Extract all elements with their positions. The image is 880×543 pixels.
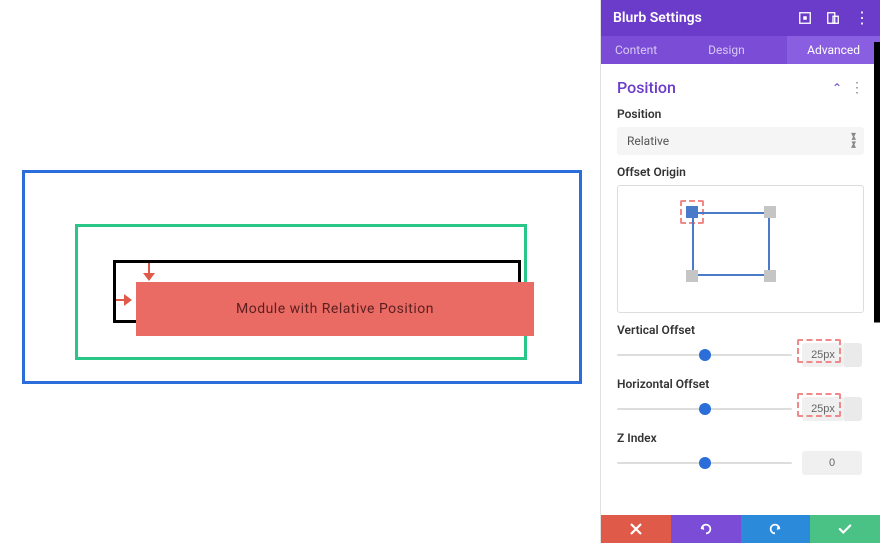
origin-handle-bottom-left[interactable] <box>686 270 698 282</box>
settings-panel: Blurb Settings ⋮ Content Design Advanced… <box>600 0 880 543</box>
panel-body: Position ⌃ ⋮ Position Relative ▾▴ ▴▾ Off… <box>601 64 880 515</box>
section-header[interactable]: Position ⌃ ⋮ <box>617 78 864 97</box>
section-more-icon[interactable]: ⋮ <box>850 80 864 96</box>
vertical-offset-value-box <box>802 343 864 367</box>
preview-canvas: Module with Relative Position <box>0 0 600 543</box>
z-index-slider[interactable] <box>617 454 792 472</box>
highlight-ring <box>797 339 841 363</box>
redo-button[interactable] <box>741 515 811 543</box>
module-label: Module with Relative Position <box>236 301 434 317</box>
header-icon-group: ⋮ <box>798 11 868 25</box>
slider-thumb[interactable] <box>699 403 711 415</box>
vertical-offset-row <box>617 343 864 367</box>
z-index-value-box <box>802 451 864 475</box>
tab-content[interactable]: Content <box>601 36 694 64</box>
slider-thumb[interactable] <box>699 349 711 361</box>
tab-advanced[interactable]: Advanced <box>787 36 880 64</box>
focus-icon[interactable] <box>798 11 812 25</box>
section-icon-group: ⌃ ⋮ <box>832 80 864 96</box>
cancel-button[interactable] <box>601 515 671 543</box>
z-index-label: Z Index <box>617 431 864 445</box>
module-preview: Module with Relative Position <box>136 282 534 336</box>
z-index-input[interactable] <box>802 451 862 475</box>
vertical-offset-label: Vertical Offset <box>617 323 864 337</box>
save-button[interactable] <box>810 515 880 543</box>
origin-handle-top-left[interactable] <box>686 206 698 218</box>
undo-icon <box>698 522 714 536</box>
horizontal-offset-slider[interactable] <box>617 400 792 418</box>
origin-square <box>686 206 776 282</box>
panel-footer <box>601 515 880 543</box>
vertical-offset-arrow <box>143 263 155 281</box>
panel-header: Blurb Settings ⋮ <box>601 0 880 36</box>
check-icon <box>837 522 853 536</box>
tab-bar: Content Design Advanced <box>601 36 880 64</box>
tab-design[interactable]: Design <box>694 36 787 64</box>
position-value: Relative <box>627 134 669 148</box>
select-caret-icon: ▴▾ <box>851 135 856 147</box>
horizontal-offset-value-box <box>802 397 864 421</box>
unit-toggle[interactable] <box>844 397 862 421</box>
tab-label: Content <box>615 43 657 57</box>
slider-thumb[interactable] <box>699 457 711 469</box>
more-icon[interactable]: ⋮ <box>854 11 868 25</box>
responsive-icon[interactable] <box>826 11 840 25</box>
origin-handle-bottom-right[interactable] <box>764 270 776 282</box>
horizontal-offset-label: Horizontal Offset <box>617 377 864 391</box>
position-select[interactable]: Relative ▾▴ ▴▾ <box>617 127 864 155</box>
highlight-ring <box>797 393 841 417</box>
vertical-offset-slider[interactable] <box>617 346 792 364</box>
tab-label: Advanced <box>807 43 860 57</box>
offset-origin-label: Offset Origin <box>617 165 864 179</box>
origin-handle-top-right[interactable] <box>764 206 776 218</box>
z-index-row <box>617 451 864 475</box>
horizontal-offset-row <box>617 397 864 421</box>
tab-label: Design <box>708 43 745 57</box>
close-icon <box>629 522 643 536</box>
undo-button[interactable] <box>671 515 741 543</box>
unit-toggle[interactable] <box>844 343 862 367</box>
panel-title: Blurb Settings <box>613 10 702 26</box>
offset-origin-picker[interactable] <box>617 185 864 313</box>
scrollbar[interactable] <box>874 42 880 543</box>
collapse-icon[interactable]: ⌃ <box>832 81 842 95</box>
redo-icon <box>767 522 783 536</box>
position-label: Position <box>617 107 864 121</box>
section-title: Position <box>617 78 676 97</box>
horizontal-offset-arrow <box>116 294 134 306</box>
